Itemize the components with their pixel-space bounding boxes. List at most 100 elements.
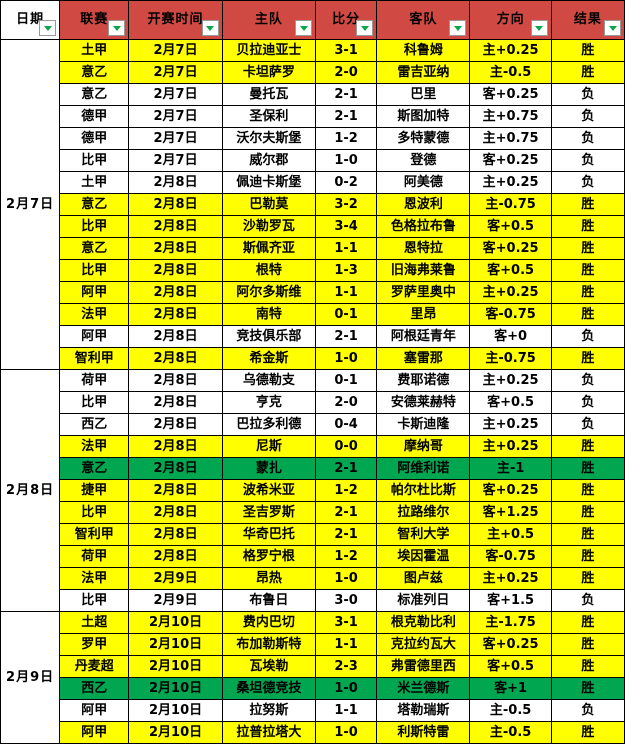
cell-result: 胜 <box>550 677 625 700</box>
cell-result: 胜 <box>550 523 625 546</box>
table-row[interactable]: 阿甲 2月8日 竞技俱乐部 2-1 阿根廷青年 客+0 负 <box>1 325 625 348</box>
cell-kickoff-time: 2月7日 <box>128 105 223 128</box>
header-date[interactable]: 日期 <box>0 0 61 40</box>
table-row[interactable]: 阿甲 2月10日 拉普拉塔大 1-0 利斯特雷 主-0.5 胜 <box>1 721 625 744</box>
cell-result: 胜 <box>550 479 625 502</box>
cell-kickoff-time: 2月10日 <box>128 611 223 634</box>
dropdown-triangle-icon <box>112 25 121 31</box>
filter-dropdown-button[interactable] <box>201 20 219 36</box>
filter-dropdown-button[interactable] <box>530 20 548 36</box>
cell-result: 负 <box>550 127 625 150</box>
cell-home-team: 乌德勒支 <box>221 369 317 392</box>
cell-league: 土甲 <box>59 171 130 194</box>
table-row[interactable]: 意乙 2月8日 蒙扎 2-1 阿维利诺 主-1 胜 <box>1 457 625 480</box>
cell-home-team: 曼托瓦 <box>221 83 317 106</box>
cell-home-team: 拉努斯 <box>221 699 317 722</box>
cell-result: 胜 <box>550 193 625 216</box>
table-row[interactable]: 智利甲 2月8日 华奇巴托 2-1 智利大学 主+0.5 胜 <box>1 523 625 546</box>
filter-dropdown-button[interactable] <box>295 20 312 36</box>
cell-kickoff-time: 2月8日 <box>128 545 223 568</box>
table-row[interactable]: 2月8日 荷甲 2月8日 乌德勒支 0-1 费耶诺德 主+0.25 负 <box>0 369 625 612</box>
cell-score: 0-0 <box>314 435 378 458</box>
cell-league: 西乙 <box>59 677 130 700</box>
header-score[interactable]: 比分 <box>314 0 378 40</box>
cell-score: 3-0 <box>314 589 378 612</box>
table-row[interactable]: 土甲 2月8日 佩迪卡斯堡 0-2 阿美德 主+0.25 负 <box>1 171 625 194</box>
table-row[interactable]: 意乙 2月8日 巴勒莫 3-2 恩波利 主-0.75 胜 <box>1 193 625 216</box>
cell-kickoff-time: 2月8日 <box>128 501 223 524</box>
table-row[interactable]: 比甲 2月8日 根特 1-3 旧海弗莱鲁 客+0.5 胜 <box>1 259 625 282</box>
header-league[interactable]: 联赛 <box>59 0 130 40</box>
table-row[interactable]: 比甲 2月7日 威尔郡 1-0 登德 客+0.25 负 <box>1 149 625 172</box>
cell-score: 0-4 <box>314 413 378 436</box>
header-direction[interactable]: 方向 <box>469 0 552 40</box>
cell-result: 胜 <box>550 259 625 282</box>
table-row[interactable]: 德甲 2月7日 圣保利 2-1 斯图加特 主+0.75 负 <box>1 105 625 128</box>
table-row[interactable]: 德甲 2月7日 沃尔夫斯堡 1-2 多特蒙德 主+0.75 负 <box>1 127 625 150</box>
table-row[interactable]: 2月7日 土甲 2月7日 贝拉迪亚士 3-1 科鲁姆 主+0.25 胜 <box>0 39 625 370</box>
cell-result: 负 <box>550 699 625 722</box>
table-row[interactable]: 荷甲 2月8日 格罗宁根 1-2 埃因霍温 客-0.75 胜 <box>1 545 625 568</box>
cell-direction: 主-0.5 <box>469 61 552 84</box>
cell-direction: 客+1.25 <box>469 501 552 524</box>
table-row[interactable]: 比甲 2月8日 圣吉罗斯 2-1 拉路维尔 客+1.25 胜 <box>1 501 625 524</box>
cell-away-team: 弗雷德里西 <box>376 655 471 678</box>
cell-league: 法甲 <box>59 435 130 458</box>
filter-dropdown-button[interactable] <box>356 20 374 36</box>
cell-kickoff-time: 2月10日 <box>128 633 223 656</box>
header-home[interactable]: 主队 <box>221 0 317 40</box>
table-row[interactable]: 法甲 2月9日 昂热 1-0 图卢兹 主+0.25 胜 <box>1 567 625 590</box>
header-kickoff[interactable]: 开赛时间 <box>128 0 223 40</box>
cell-kickoff-time: 2月8日 <box>128 193 223 216</box>
table-row[interactable]: 意乙 2月7日 卡坦萨罗 2-0 雷吉亚纳 主-0.5 胜 <box>1 61 625 84</box>
header-result[interactable]: 结果 <box>550 0 625 40</box>
filter-dropdown-button[interactable] <box>108 20 126 36</box>
filter-dropdown-button[interactable] <box>604 20 621 36</box>
cell-result: 胜 <box>550 39 625 62</box>
table-row[interactable]: 2月9日 土超 2月10日 费内巴切 3-1 根克勒比利 主-1.75 胜 <box>0 611 625 744</box>
cell-score: 2-1 <box>314 457 378 480</box>
cell-result: 负 <box>550 83 625 106</box>
header-label: 客队 <box>409 12 438 28</box>
table-row[interactable]: 西乙 2月8日 巴拉多利德 0-4 卡斯迪隆 主+0.25 负 <box>1 413 625 436</box>
cell-home-team: 昂热 <box>221 567 317 590</box>
cell-kickoff-time: 2月7日 <box>128 61 223 84</box>
cell-result: 负 <box>550 171 625 194</box>
filter-dropdown-button[interactable] <box>449 20 467 36</box>
table-row[interactable]: 比甲 2月9日 布鲁日 3-0 标准列日 客+1.5 负 <box>1 589 625 612</box>
table-row[interactable]: 阿甲 2月8日 阿尔多斯维 1-1 罗萨里奥中 主+0.25 胜 <box>1 281 625 304</box>
table-row[interactable]: 意乙 2月7日 曼托瓦 2-1 巴里 客+0.25 负 <box>1 83 625 106</box>
cell-kickoff-time: 2月7日 <box>128 39 223 62</box>
cell-away-team: 斯图加特 <box>376 105 471 128</box>
cell-score: 1-2 <box>314 545 378 568</box>
cell-away-team: 费耶诺德 <box>376 369 471 392</box>
cell-direction: 客+0 <box>469 325 552 348</box>
table-row[interactable]: 罗甲 2月10日 布加勒斯特 1-1 克拉约瓦大 客+0.25 胜 <box>1 633 625 656</box>
cell-kickoff-time: 2月8日 <box>128 215 223 238</box>
cell-away-team: 阿美德 <box>376 171 471 194</box>
table-row[interactable]: 智利甲 2月8日 希金斯 1-0 塞雷那 主-0.75 胜 <box>1 347 625 370</box>
table-row[interactable]: 比甲 2月8日 亨克 2-0 安德莱赫特 客+0.5 负 <box>1 391 625 414</box>
header-label: 结果 <box>573 12 602 28</box>
table-row[interactable]: 阿甲 2月10日 拉努斯 1-1 塔勒瑞斯 主-0.5 负 <box>1 699 625 722</box>
dropdown-triangle-icon <box>608 25 617 31</box>
table-row[interactable]: 意乙 2月8日 斯佩齐亚 1-1 恩特拉 客+0.25 胜 <box>1 237 625 260</box>
cell-kickoff-time: 2月10日 <box>128 677 223 700</box>
cell-score: 0-2 <box>314 171 378 194</box>
header-label: 开赛时间 <box>147 12 204 28</box>
cell-direction: 主-1.75 <box>469 611 552 634</box>
table-row[interactable]: 丹麦超 2月10日 瓦埃勒 2-3 弗雷德里西 客+0.5 胜 <box>1 655 625 678</box>
cell-kickoff-time: 2月8日 <box>128 391 223 414</box>
cell-home-team: 威尔郡 <box>221 149 317 172</box>
cell-home-team: 南特 <box>221 303 317 326</box>
table-row[interactable]: 西乙 2月10日 桑坦德竞技 1-0 米兰德斯 客+1 胜 <box>1 677 625 700</box>
table-row[interactable]: 法甲 2月8日 南特 0-1 里昂 客-0.75 胜 <box>1 303 625 326</box>
table-row[interactable]: 比甲 2月8日 沙勒罗瓦 3-4 色格拉布鲁 客+0.5 胜 <box>1 215 625 238</box>
table-row[interactable]: 捷甲 2月8日 波希米亚 1-2 帕尔杜比斯 客+0.25 胜 <box>1 479 625 502</box>
cell-kickoff-time: 2月7日 <box>128 83 223 106</box>
header-away[interactable]: 客队 <box>376 0 471 40</box>
cell-kickoff-time: 2月10日 <box>128 655 223 678</box>
table-row[interactable]: 法甲 2月8日 尼斯 0-0 摩纳哥 主+0.25 胜 <box>1 435 625 458</box>
filter-dropdown-button[interactable] <box>39 20 57 36</box>
cell-league: 智利甲 <box>59 523 130 546</box>
